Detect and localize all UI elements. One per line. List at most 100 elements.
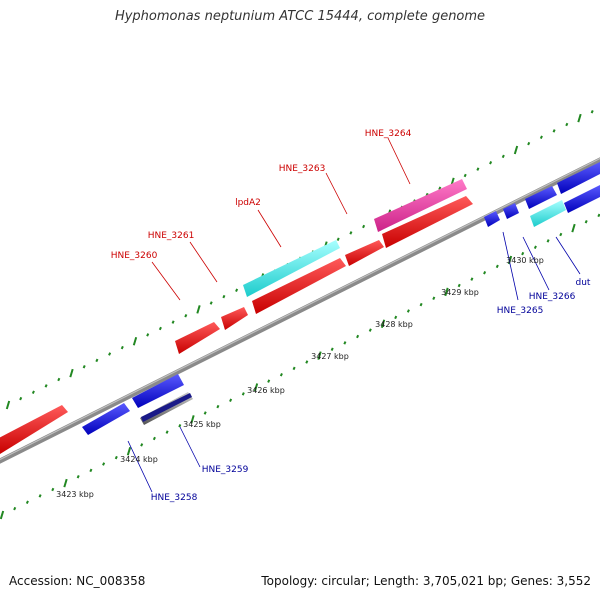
kbp-label: 3425 kbp — [183, 420, 221, 429]
rna-arrow-hne-3266[interactable] — [530, 200, 566, 227]
misc-arrow-hne-3264[interactable] — [374, 179, 467, 232]
minor-tick — [229, 398, 233, 402]
genome-summary-text: Topology: circular; Length: 3,705,021 bp… — [261, 574, 591, 588]
minor-tick — [349, 231, 353, 235]
minor-tick — [209, 301, 213, 305]
minor-tick — [120, 345, 124, 350]
forward-gene-labels: HNE_3260 HNE_3261 lpdA2 HNE_3263 HNE_326… — [111, 129, 412, 261]
gene-label-dut[interactable]: dut — [576, 278, 591, 288]
minor-tick — [362, 224, 366, 229]
gene-label-hne-3261[interactable]: HNE_3261 — [148, 231, 195, 241]
gene-arrow-hne-3263[interactable] — [345, 240, 384, 266]
minor-tick — [241, 392, 245, 396]
minor-tick — [584, 220, 588, 224]
major-tick — [190, 415, 195, 424]
gene-arrow-hne-3260[interactable] — [175, 322, 220, 354]
minor-tick — [158, 326, 162, 331]
gene-arrow-hne-3265b[interactable] — [503, 203, 519, 219]
minor-tick — [489, 161, 493, 165]
minor-tick — [51, 487, 55, 492]
minor-tick — [457, 283, 461, 288]
major-tick — [196, 305, 201, 314]
minor-tick — [146, 333, 150, 337]
minor-tick — [31, 390, 35, 394]
kbp-label: 3426 kbp — [247, 386, 285, 395]
rna-arrow-lpda2[interactable] — [243, 240, 340, 297]
minor-tick — [336, 237, 340, 241]
major-tick — [513, 145, 519, 155]
minor-tick — [521, 251, 525, 256]
minor-tick — [184, 314, 188, 318]
minor-tick — [152, 436, 156, 441]
minor-tick — [114, 455, 118, 460]
inner-tick-row — [0, 213, 600, 520]
minor-tick — [590, 110, 594, 114]
major-tick — [5, 400, 11, 410]
reverse-strand-features — [82, 162, 600, 435]
major-tick — [380, 319, 386, 329]
gene-label-lpda2[interactable]: lpdA2 — [235, 198, 261, 208]
gene-label-hne-3265[interactable]: HNE_3265 — [497, 306, 544, 316]
minor-tick — [171, 320, 175, 324]
major-tick — [69, 368, 74, 378]
minor-tick — [470, 277, 474, 281]
gene-arrow-hne-3258[interactable] — [82, 403, 130, 435]
kbp-label: 3423 kbp — [56, 490, 94, 499]
minor-tick — [222, 294, 226, 299]
minor-tick — [533, 245, 537, 249]
gene-arrow-dut-b[interactable] — [564, 185, 600, 213]
minor-tick — [406, 309, 410, 313]
gene-arrow-hne-3259[interactable] — [132, 374, 184, 408]
gene-arrow-hne-3261[interactable] — [221, 307, 248, 330]
kbp-label: 3430 kbp — [506, 256, 544, 265]
rna-arrow-hne-3259-b[interactable] — [141, 393, 192, 422]
gene-arrow-hne-3257[interactable] — [0, 405, 68, 454]
gene-arrow-dut[interactable] — [557, 162, 600, 194]
gene-label-hne-3266[interactable]: HNE_3266 — [529, 292, 576, 302]
kbp-label: 3428 kbp — [375, 320, 413, 329]
reverse-gene-labels: HNE_3258 HNE_3259 HNE_3265 HNE_3266 dut — [151, 278, 591, 503]
minor-tick — [438, 186, 442, 190]
major-tick — [577, 113, 582, 123]
gene-label-hne-3258[interactable]: HNE_3258 — [151, 493, 198, 503]
major-tick — [0, 510, 5, 520]
genome-backbone — [0, 157, 600, 464]
minor-tick — [203, 411, 207, 415]
major-tick — [507, 255, 513, 265]
minor-tick — [527, 141, 531, 146]
minor-tick — [305, 360, 309, 364]
minor-tick — [501, 154, 505, 159]
minor-tick — [216, 404, 220, 409]
forward-strand-features — [0, 179, 473, 454]
kbp-scale-labels: 3423 kbp 3424 kbp 3425 kbp 3426 kbp 3427… — [56, 256, 544, 499]
gene-arrow-lpda2[interactable] — [252, 258, 346, 314]
minor-tick — [559, 232, 563, 237]
gene-label-hne-3264[interactable]: HNE_3264 — [365, 129, 412, 139]
gene-arrow-hne-3265[interactable] — [484, 211, 500, 227]
minor-tick — [19, 396, 23, 401]
minor-tick — [95, 358, 99, 363]
gene-label-hne-3263[interactable]: HNE_3263 — [279, 164, 326, 174]
gene-label-hne-3260[interactable]: HNE_3260 — [111, 251, 158, 261]
minor-tick — [495, 264, 499, 269]
major-tick — [253, 383, 259, 392]
minor-tick — [13, 506, 17, 511]
gene-arrow-hne-3264[interactable] — [382, 196, 473, 248]
gene-label-hne-3259[interactable]: HNE_3259 — [202, 465, 249, 475]
minor-tick — [82, 365, 86, 369]
minor-tick — [476, 167, 480, 171]
minor-tick — [76, 475, 80, 479]
minor-tick — [292, 366, 296, 371]
minor-tick — [343, 341, 347, 345]
accession-text: Accession: NC_008358 — [9, 574, 146, 588]
minor-tick — [235, 288, 239, 292]
minor-tick — [57, 377, 61, 382]
map-title: Hyphomonas neptunium ATCC 15444, complet… — [114, 9, 486, 24]
minor-tick — [25, 500, 29, 504]
major-tick — [571, 223, 576, 233]
major-tick — [63, 478, 68, 488]
gene-arrow-hne-3266[interactable] — [525, 186, 557, 209]
kbp-label: 3429 kbp — [441, 288, 479, 297]
